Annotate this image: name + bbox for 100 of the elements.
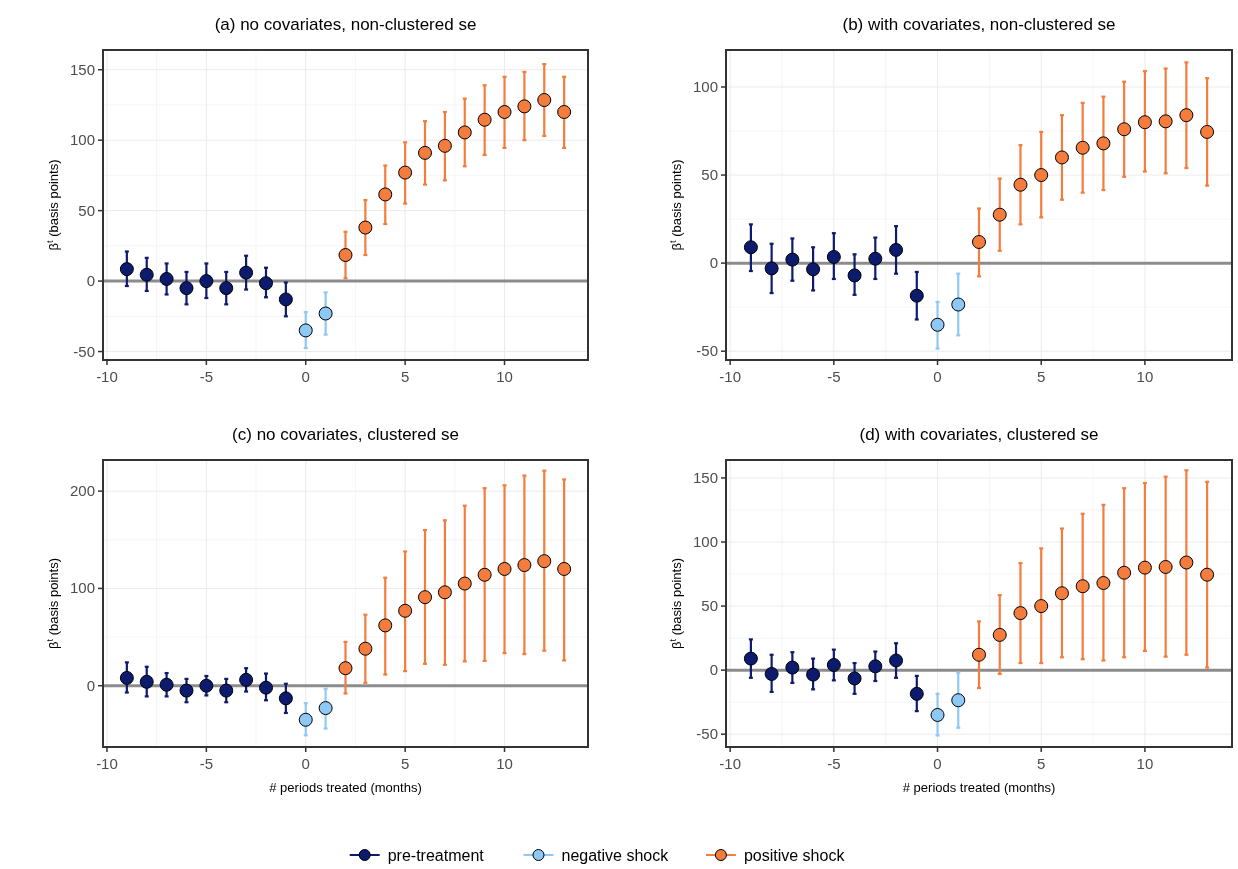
point	[437, 138, 452, 153]
point	[1117, 122, 1132, 137]
point	[199, 678, 214, 693]
point	[557, 561, 572, 576]
point	[159, 677, 174, 692]
x-tick-label: -10	[96, 368, 118, 385]
point	[378, 187, 393, 202]
point	[806, 262, 821, 277]
x-tick-label: 10	[496, 368, 513, 385]
x-tick-label: 5	[400, 368, 410, 385]
chart-title: (c) no covariates, clustered se	[232, 425, 459, 444]
point	[298, 712, 313, 727]
point	[358, 220, 373, 235]
point	[318, 701, 333, 716]
point	[219, 683, 234, 698]
legend-label: positive shock	[743, 847, 846, 864]
point	[1117, 565, 1132, 580]
y-tick-label: 150	[692, 468, 718, 486]
x-tick-label: 0	[301, 755, 310, 772]
x-tick-label: 0	[933, 368, 942, 385]
point	[537, 554, 552, 569]
point	[199, 274, 214, 289]
point	[1137, 115, 1152, 130]
y-tick-label: 100	[692, 533, 718, 550]
point	[764, 666, 779, 681]
point	[785, 252, 800, 267]
x-tick-label: 5	[400, 755, 410, 772]
point	[159, 271, 174, 286]
point	[537, 93, 552, 108]
point	[1158, 559, 1173, 574]
point	[298, 323, 313, 338]
y-tick-label: 0	[86, 272, 95, 290]
point	[139, 674, 154, 689]
point	[847, 268, 862, 283]
point	[743, 651, 758, 666]
y-tick-label: 100	[69, 131, 95, 149]
chart-title: (b) with covariates, non-clustered se	[842, 15, 1116, 34]
point	[119, 670, 134, 685]
point	[785, 660, 800, 675]
point	[868, 251, 883, 266]
point	[826, 658, 841, 672]
point	[889, 653, 904, 668]
point	[847, 671, 862, 686]
point	[1075, 579, 1090, 594]
point	[219, 281, 234, 296]
point	[239, 265, 254, 280]
point	[278, 292, 293, 307]
point	[1158, 114, 1173, 129]
point	[909, 686, 924, 701]
point	[358, 641, 373, 656]
point	[889, 242, 904, 257]
point	[1034, 168, 1049, 183]
y-tick-label: 0	[709, 661, 718, 679]
point	[1054, 150, 1069, 165]
point	[764, 261, 779, 276]
point	[239, 672, 254, 687]
y-tick-label: -50	[696, 725, 718, 743]
point	[497, 105, 512, 119]
x-tick-label: -10	[719, 368, 741, 385]
y-tick-label: 0	[709, 254, 718, 272]
point	[437, 585, 452, 600]
point	[179, 281, 194, 296]
point	[477, 567, 492, 582]
y-tick-label: 200	[69, 482, 95, 500]
x-tick-label: -5	[827, 368, 841, 385]
point	[139, 267, 154, 282]
y-tick-label: 50	[701, 166, 718, 184]
point	[992, 207, 1007, 222]
x-axis-title: # periods treated (months)	[902, 780, 1056, 795]
point	[119, 262, 134, 277]
point	[972, 647, 986, 662]
point	[557, 105, 572, 119]
point	[1054, 586, 1069, 601]
x-tick-label: -5	[199, 368, 214, 385]
point	[477, 112, 492, 127]
y-tick-label: -50	[696, 342, 718, 360]
point	[517, 558, 532, 573]
point	[972, 234, 986, 249]
chart-title: (d) with covariates, clustered se	[859, 425, 1099, 444]
point	[1034, 599, 1049, 614]
point	[826, 249, 841, 264]
x-tick-label: 10	[1136, 368, 1154, 385]
point	[497, 561, 512, 576]
point	[1075, 140, 1090, 155]
point	[258, 680, 273, 695]
x-tick-label: -10	[719, 755, 741, 772]
chart-title: (a) no covariates, non-clustered se	[214, 15, 477, 34]
point	[418, 590, 433, 605]
y-tick-label: 100	[692, 77, 718, 95]
point	[909, 288, 924, 303]
point	[1137, 560, 1152, 575]
point	[179, 683, 194, 698]
point	[992, 627, 1007, 642]
point	[338, 248, 353, 263]
point	[318, 306, 333, 321]
x-tick-label: 0	[301, 368, 310, 385]
point	[398, 165, 413, 180]
point	[457, 125, 472, 140]
legend-label: negative shock	[561, 847, 670, 864]
y-tick-label: 0	[86, 676, 95, 694]
